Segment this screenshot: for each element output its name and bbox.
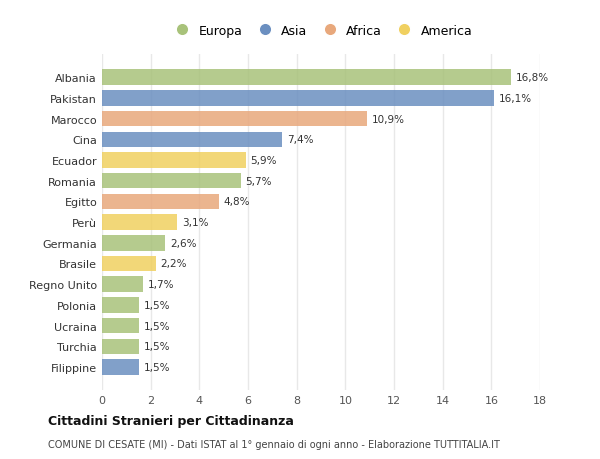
Text: 1,5%: 1,5%: [143, 341, 170, 352]
Text: 1,5%: 1,5%: [143, 300, 170, 310]
Bar: [102, 112, 367, 127]
Text: 10,9%: 10,9%: [372, 114, 405, 124]
Bar: [102, 70, 511, 86]
Bar: [102, 91, 494, 106]
Text: 1,7%: 1,7%: [148, 280, 175, 290]
Text: 16,8%: 16,8%: [515, 73, 549, 83]
Text: Cittadini Stranieri per Cittadinanza: Cittadini Stranieri per Cittadinanza: [48, 414, 294, 428]
Text: 5,7%: 5,7%: [245, 176, 272, 186]
Text: 2,6%: 2,6%: [170, 238, 197, 248]
Bar: [102, 359, 139, 375]
Bar: [102, 132, 282, 148]
Bar: [102, 215, 178, 230]
Bar: [102, 235, 165, 251]
Text: COMUNE DI CESATE (MI) - Dati ISTAT al 1° gennaio di ogni anno - Elaborazione TUT: COMUNE DI CESATE (MI) - Dati ISTAT al 1°…: [48, 440, 500, 449]
Bar: [102, 153, 245, 168]
Text: 4,8%: 4,8%: [224, 197, 250, 207]
Text: 2,2%: 2,2%: [160, 259, 187, 269]
Bar: [102, 277, 143, 292]
Text: 1,5%: 1,5%: [143, 362, 170, 372]
Text: 7,4%: 7,4%: [287, 135, 313, 145]
Text: 1,5%: 1,5%: [143, 321, 170, 331]
Text: 5,9%: 5,9%: [250, 156, 277, 166]
Text: 3,1%: 3,1%: [182, 218, 209, 228]
Text: 16,1%: 16,1%: [499, 94, 532, 104]
Bar: [102, 194, 219, 210]
Bar: [102, 339, 139, 354]
Bar: [102, 256, 155, 272]
Bar: [102, 174, 241, 189]
Legend: Europa, Asia, Africa, America: Europa, Asia, Africa, America: [170, 24, 472, 38]
Bar: [102, 297, 139, 313]
Bar: [102, 318, 139, 334]
